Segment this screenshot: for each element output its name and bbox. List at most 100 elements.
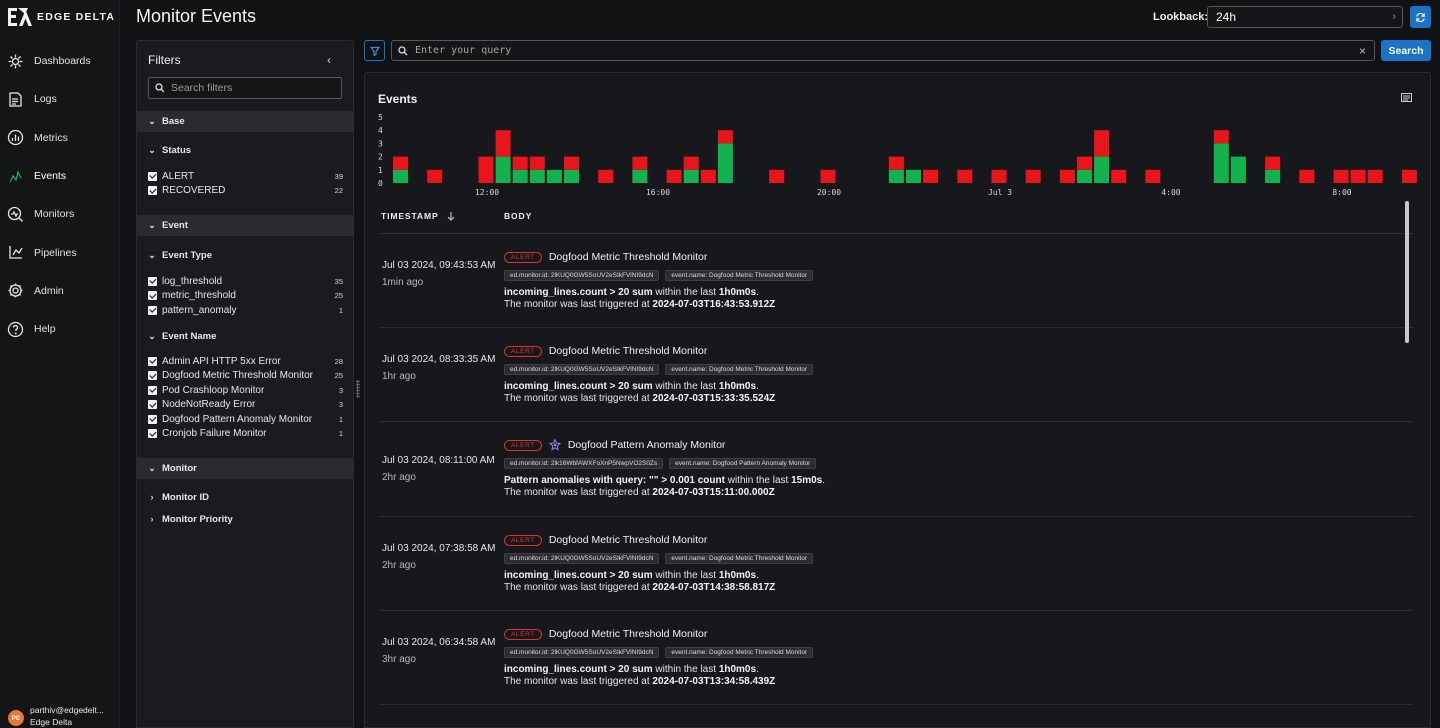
bar-alert[interactable]	[1333, 169, 1349, 183]
bar-alert[interactable]	[632, 156, 648, 170]
bar-recovered[interactable]	[683, 169, 699, 183]
bar-alert[interactable]	[1145, 169, 1161, 183]
bar-alert[interactable]	[1213, 130, 1229, 144]
bar-recovered[interactable]	[1230, 156, 1246, 183]
bar-alert[interactable]	[478, 156, 494, 183]
event-name-tag[interactable]: event.name: Dogfood Metric Threshold Mon…	[665, 553, 814, 564]
bar-alert[interactable]	[683, 156, 699, 170]
checkbox[interactable]	[148, 305, 157, 315]
search-button[interactable]: Search	[1381, 40, 1431, 61]
monitor-name[interactable]: Dogfood Pattern Anomaly Monitor	[567, 439, 726, 451]
bar-alert[interactable]	[564, 156, 579, 170]
lookback-select[interactable]: 24h ›	[1207, 6, 1403, 28]
collapse-filters-icon[interactable]: ‹	[327, 53, 331, 67]
bar-recovered[interactable]	[512, 169, 528, 183]
monitor-id-tag[interactable]: ed.monitor.id: 2lKUQ0GW5SoUV2eSIkFVlNI9d…	[504, 270, 660, 281]
event-name-tag[interactable]: event.name: Dogfood Pattern Anomaly Moni…	[669, 458, 817, 469]
bar-recovered[interactable]	[393, 169, 408, 183]
event-name-tag[interactable]: event.name: Dogfood Metric Threshold Mon…	[665, 647, 814, 658]
bar-alert[interactable]	[888, 156, 904, 170]
bar-alert[interactable]	[957, 169, 973, 183]
column-header-timestamp[interactable]: TIMESTAMP	[381, 211, 455, 221]
bar-recovered[interactable]	[888, 169, 904, 183]
bar-alert[interactable]	[1111, 169, 1127, 183]
sidebar-item-metrics[interactable]: Metrics	[0, 119, 120, 157]
filter-option[interactable]: Dogfood Pattern Anomaly Monitor 1	[148, 412, 343, 426]
bar-alert[interactable]	[1077, 156, 1092, 170]
filter-option[interactable]: pattern_anomaly 1	[148, 303, 343, 317]
monitor-id-tag[interactable]: ed.monitor.id: 2lk16WbfAWXFoXnP5NwpVO2S0…	[504, 458, 664, 469]
section-event[interactable]: ⌄ Event	[137, 215, 353, 236]
filter-option[interactable]: metric_threshold 25	[148, 289, 343, 303]
bar-recovered[interactable]	[546, 169, 562, 183]
sidebar-item-monitors[interactable]: Monitors	[0, 195, 120, 233]
checkbox[interactable]	[148, 371, 157, 380]
table-row[interactable]: Jul 03 2024, 08:33:35 AM 1hr ago ALERT D…	[379, 328, 1413, 422]
column-header-body[interactable]: BODY	[504, 211, 532, 221]
sidebar-item-help[interactable]: Help	[0, 310, 120, 348]
monitor-name[interactable]: Dogfood Metric Threshold Monitor	[548, 534, 708, 546]
monitor-id-tag[interactable]: ed.monitor.id: 2lKUQ0GW5SoUV2eSIkFVlNI9d…	[504, 364, 660, 375]
checkbox[interactable]	[148, 276, 157, 286]
bar-alert[interactable]	[666, 169, 682, 183]
section-monitor[interactable]: ⌄ Monitor	[137, 458, 353, 479]
sidebar-item-admin[interactable]: Admin	[0, 272, 120, 310]
bar-alert[interactable]	[717, 130, 733, 144]
checkbox[interactable]	[148, 186, 157, 195]
filter-option[interactable]: Cronjob Failure Monitor 1	[148, 427, 343, 441]
event-name-tag[interactable]: event.name: Dogfood Metric Threshold Mon…	[665, 270, 814, 281]
bar-alert[interactable]	[923, 169, 939, 183]
bar-alert[interactable]	[991, 169, 1007, 183]
bar-alert[interactable]	[393, 156, 408, 170]
checkbox[interactable]	[148, 385, 157, 395]
bar-recovered[interactable]	[906, 169, 921, 183]
table-row[interactable]: Jul 03 2024, 07:38:58 AM 2hr ago ALERT D…	[379, 517, 1413, 611]
refresh-button[interactable]	[1410, 6, 1431, 28]
bar-alert[interactable]	[598, 169, 614, 183]
bar-alert[interactable]	[529, 156, 545, 170]
clear-icon[interactable]: ×	[1358, 44, 1366, 58]
bar-alert[interactable]	[1059, 169, 1075, 183]
sidebar-item-pipelines[interactable]: Pipelines	[0, 233, 120, 271]
monitor-name[interactable]: Dogfood Metric Threshold Monitor	[548, 345, 708, 357]
monitor-id-tag[interactable]: ed.monitor.id: 2lKUQ0GW5SoUV2eSIkFVlNI9d…	[504, 647, 660, 658]
checkbox[interactable]	[148, 414, 157, 424]
bar-alert[interactable]	[495, 130, 511, 157]
query-input[interactable]: Enter your query ×	[391, 40, 1375, 61]
table-row[interactable]: Jul 03 2024, 08:11:00 AM 2hr ago ALERT D…	[379, 422, 1413, 517]
section-monitor-priority[interactable]: › Monitor Priority	[137, 511, 353, 527]
sidebar-item-dashboards[interactable]: Dashboards	[0, 42, 120, 80]
sort-desc-icon[interactable]	[447, 211, 455, 221]
section-event-type[interactable]: ⌄ Event Type	[137, 247, 353, 263]
bar-alert[interactable]	[1094, 130, 1110, 157]
monitor-id-tag[interactable]: ed.monitor.id: 2lKUQ0GW5SoUV2eSIkFVlNI9d…	[504, 553, 660, 564]
filter-search-input[interactable]: Search filters	[148, 77, 342, 99]
bar-alert[interactable]	[1367, 169, 1383, 183]
checkbox[interactable]	[148, 291, 157, 300]
bar-alert[interactable]	[1401, 169, 1417, 183]
filter-option[interactable]: ALERT 39	[148, 169, 343, 183]
section-status[interactable]: ⌄ Status	[137, 142, 353, 158]
panel-resize-handle[interactable]	[356, 380, 360, 398]
bar-alert[interactable]	[427, 169, 443, 183]
bar-recovered[interactable]	[717, 143, 733, 183]
filter-option[interactable]: Dogfood Metric Threshold Monitor 25	[148, 369, 343, 383]
monitor-name[interactable]: Dogfood Metric Threshold Monitor	[548, 628, 708, 640]
checkbox[interactable]	[148, 429, 157, 438]
bar-recovered[interactable]	[632, 169, 648, 183]
filter-option[interactable]: log_threshold 35	[148, 274, 343, 288]
bar-alert[interactable]	[700, 169, 716, 183]
filter-option[interactable]: Pod Crashloop Monitor 3	[148, 383, 343, 397]
bar-recovered[interactable]	[495, 156, 511, 183]
bar-recovered[interactable]	[1265, 169, 1281, 183]
bar-alert[interactable]	[820, 169, 836, 183]
chart-toggle-icon[interactable]	[1401, 93, 1412, 102]
bar-recovered[interactable]	[1094, 156, 1110, 183]
table-row[interactable]: Jul 03 2024, 06:34:58 AM 3hr ago ALERT D…	[379, 611, 1413, 705]
monitor-name[interactable]: Dogfood Metric Threshold Monitor	[548, 251, 708, 263]
section-base[interactable]: ⌄ Base	[137, 111, 353, 132]
bar-recovered[interactable]	[1213, 143, 1229, 183]
bar-alert[interactable]	[1350, 169, 1366, 183]
filter-option[interactable]: RECOVERED 22	[148, 184, 343, 198]
bar-recovered[interactable]	[529, 169, 545, 183]
